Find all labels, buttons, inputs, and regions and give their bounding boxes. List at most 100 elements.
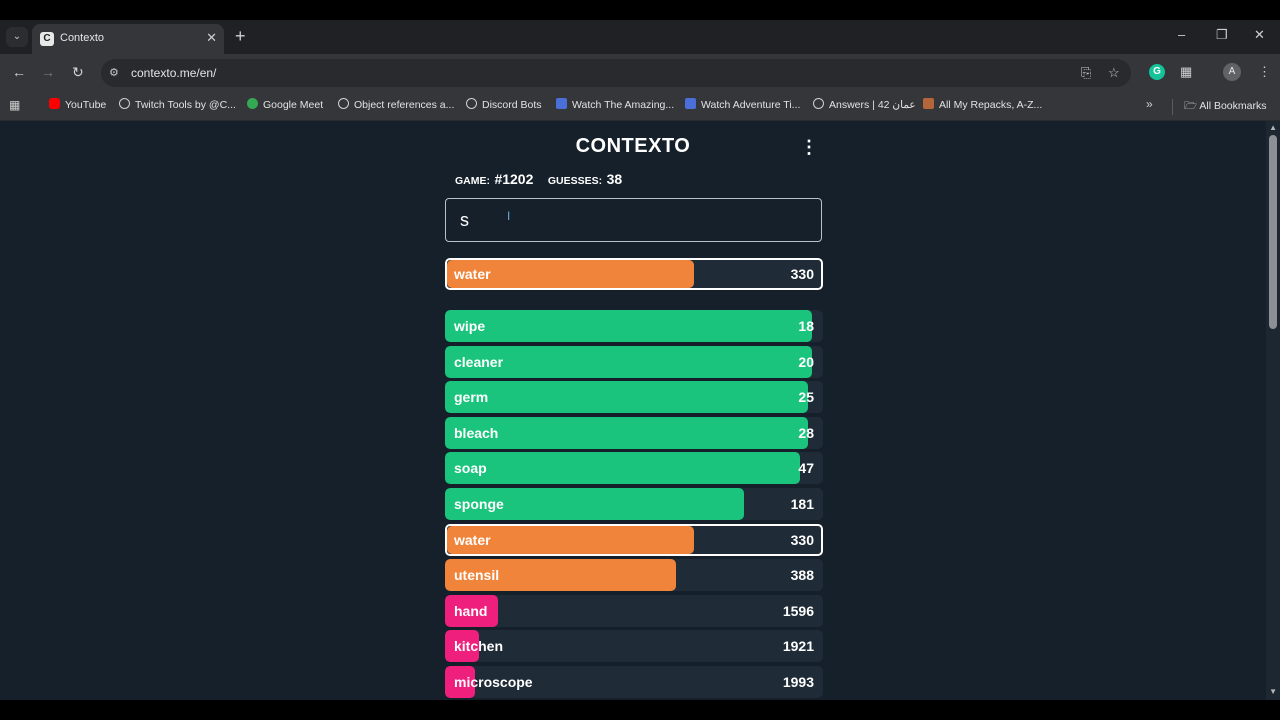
guess-word: water xyxy=(454,532,491,548)
distance-bar xyxy=(445,595,498,627)
distance-bar xyxy=(445,346,812,378)
window-close-icon[interactable]: ✕ xyxy=(1254,27,1265,42)
guess-word: water xyxy=(454,266,491,282)
distance-bar xyxy=(445,666,476,698)
distance-bar xyxy=(445,630,480,662)
bookmark-watch-amazing[interactable]: Watch The Amazing... xyxy=(556,98,674,114)
bookmark-discord-bots[interactable]: Discord Bots xyxy=(466,98,542,114)
guess-rank: 1993 xyxy=(782,674,814,690)
distance-bar xyxy=(445,559,676,591)
youtube-icon xyxy=(49,98,60,109)
site-info-icon[interactable]: ⚙ xyxy=(109,67,119,79)
game-number: #1202 xyxy=(494,171,534,187)
guess-rank: 330 xyxy=(790,532,814,548)
google-meet-icon xyxy=(247,98,258,109)
globe-icon xyxy=(338,98,349,109)
guess-row: wipe 18 xyxy=(445,310,823,342)
guess-word: utensil xyxy=(454,567,500,583)
guess-rank: 28 xyxy=(798,425,814,441)
guess-word: germ xyxy=(454,389,489,405)
bookmark-twitch-tools[interactable]: Twitch Tools by @C... xyxy=(119,98,236,114)
guess-row: germ 25 xyxy=(445,381,823,413)
contexto-page: CONTEXTO ⋮ GAME: #1202 GUESSES: 38 I wat… xyxy=(0,121,1280,700)
bookmark-watch-adventure[interactable]: Watch Adventure Ti... xyxy=(685,98,800,114)
distance-bar xyxy=(447,526,694,554)
guess-word: cleaner xyxy=(454,354,504,370)
distance-bar xyxy=(445,417,808,449)
reload-icon[interactable]: ↻ xyxy=(72,64,84,80)
globe-icon xyxy=(813,98,824,109)
distance-bar xyxy=(445,452,801,484)
browser-toolbar: ← → ↻ ⚙ contexto.me/en/ ⎘ ☆ G ▦ A ⋮ xyxy=(0,54,1280,92)
last-guess-row: water 330 xyxy=(445,258,823,290)
game-menu-kebab-icon[interactable]: ⋮ xyxy=(800,137,818,157)
guess-word: soap xyxy=(454,460,487,476)
guess-word: sponge xyxy=(454,496,504,512)
bookmark-repacks[interactable]: All My Repacks, A-Z... xyxy=(923,98,1042,114)
guess-rank: 1596 xyxy=(782,603,814,619)
guess-row: soap 47 xyxy=(445,452,823,484)
scroll-down-arrow-icon[interactable]: ▼ xyxy=(1269,687,1277,696)
bookmark-label: YouTube xyxy=(65,99,107,111)
bookmark-answers[interactable]: Answers | عمان 42 xyxy=(813,98,916,114)
guess-row: hand 1596 xyxy=(445,595,823,627)
apps-grid-icon[interactable]: ▦ xyxy=(9,98,21,112)
guess-word: hand xyxy=(454,603,488,619)
bookmark-youtube[interactable]: YouTube xyxy=(49,98,106,114)
bookmark-object-references[interactable]: Object references a... xyxy=(338,98,454,114)
grammarly-extension-icon[interactable]: G xyxy=(1149,64,1165,80)
distance-bar xyxy=(445,310,812,342)
guess-rank: 20 xyxy=(798,354,814,370)
page-scrollbar[interactable]: ▲ ▼ xyxy=(1266,121,1280,700)
guess-rank: 18 xyxy=(798,318,814,334)
game-info: GAME: #1202 GUESSES: 38 xyxy=(455,171,632,189)
tab-close-icon[interactable]: ✕ xyxy=(206,30,217,45)
bookmarks-divider xyxy=(1172,99,1173,115)
restore-icon[interactable]: ❐ xyxy=(1216,27,1228,42)
letterbox-top xyxy=(0,0,1280,20)
game-label: GAME: xyxy=(455,175,490,187)
video-site-icon xyxy=(685,98,696,109)
address-bar[interactable]: ⚙ contexto.me/en/ ⎘ ☆ xyxy=(101,59,1131,87)
bookmark-label: Answers | عمان 42 xyxy=(829,99,916,111)
install-app-icon[interactable]: ⎘ xyxy=(1081,65,1092,80)
letterbox-bottom xyxy=(0,700,1280,720)
forward-arrow-icon[interactable]: → xyxy=(41,64,55,80)
bookmark-label: Object references a... xyxy=(354,99,455,111)
globe-icon xyxy=(119,98,130,109)
repacks-icon xyxy=(923,98,934,109)
all-bookmarks-label: All Bookmarks xyxy=(1199,100,1267,112)
guess-rank: 388 xyxy=(790,567,814,583)
bookmark-google-meet[interactable]: Google Meet xyxy=(247,98,323,114)
back-arrow-icon[interactable]: ← xyxy=(12,64,26,80)
guess-row: water 330 xyxy=(445,524,823,556)
profile-avatar[interactable]: A xyxy=(1223,63,1241,81)
url-text[interactable]: contexto.me/en/ xyxy=(131,66,217,80)
browser-menu-icon[interactable]: ⋮ xyxy=(1258,64,1271,79)
guesses-count: 38 xyxy=(606,171,623,187)
minimize-icon[interactable]: – xyxy=(1178,27,1186,42)
guess-word: kitchen xyxy=(454,638,504,654)
all-bookmarks[interactable]: 🗁 All Bookmarks xyxy=(1184,98,1266,116)
distance-bar xyxy=(447,260,694,288)
extensions-puzzle-icon[interactable]: ▦ xyxy=(1180,64,1193,79)
bookmark-label: Discord Bots xyxy=(482,99,542,111)
scroll-thumb[interactable] xyxy=(1269,135,1277,329)
bookmark-star-icon[interactable]: ☆ xyxy=(1108,65,1120,80)
guess-rank: 25 xyxy=(798,389,814,405)
bookmark-label: Twitch Tools by @C... xyxy=(135,99,236,111)
guess-word: bleach xyxy=(454,425,499,441)
bookmark-label: All My Repacks, A-Z... xyxy=(939,99,1043,111)
new-tab-plus-icon[interactable]: + xyxy=(235,26,246,46)
more-bookmarks-chevron-icon[interactable]: » xyxy=(1146,97,1153,111)
guess-input[interactable] xyxy=(445,198,822,242)
tab-strip: ⌄ C Contexto ✕ + – ❐ ✕ xyxy=(0,20,1280,54)
active-tab[interactable]: C Contexto ✕ xyxy=(32,24,224,54)
tab-title: Contexto xyxy=(60,32,105,44)
tab-search-chevron-icon[interactable]: ⌄ xyxy=(6,27,28,47)
folder-icon: 🗁 xyxy=(1184,100,1198,112)
bookmark-label: Watch Adventure Ti... xyxy=(701,99,801,111)
mouse-text-cursor-icon: I xyxy=(507,209,511,223)
scroll-up-arrow-icon[interactable]: ▲ xyxy=(1269,123,1277,132)
guess-rank: 1921 xyxy=(782,638,814,654)
